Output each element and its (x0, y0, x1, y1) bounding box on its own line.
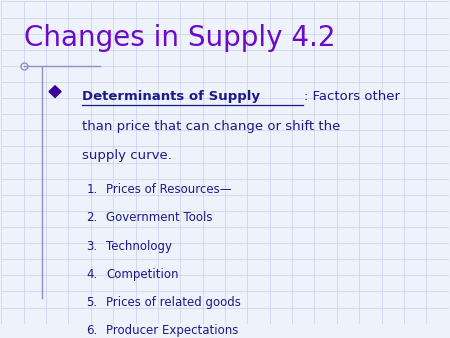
Text: than price that can change or shift the: than price that can change or shift the (82, 120, 340, 132)
Polygon shape (49, 86, 61, 97)
Text: supply curve.: supply curve. (82, 149, 172, 162)
Text: 5.: 5. (86, 295, 98, 309)
Text: Prices of Resources—: Prices of Resources— (107, 184, 232, 196)
Text: Competition: Competition (107, 268, 179, 281)
Text: 6.: 6. (86, 323, 98, 337)
Text: 1.: 1. (86, 184, 98, 196)
Text: : Factors other: : Factors other (304, 90, 400, 103)
Text: Government Tools: Government Tools (107, 212, 213, 224)
Text: Producer Expectations: Producer Expectations (107, 323, 239, 337)
Text: 4.: 4. (86, 268, 98, 281)
Text: Determinants of Supply: Determinants of Supply (82, 90, 260, 103)
Text: Changes in Supply 4.2: Changes in Supply 4.2 (24, 24, 335, 52)
Text: Technology: Technology (107, 240, 172, 252)
Text: 3.: 3. (86, 240, 98, 252)
Text: 2.: 2. (86, 212, 98, 224)
Text: Prices of related goods: Prices of related goods (107, 295, 241, 309)
